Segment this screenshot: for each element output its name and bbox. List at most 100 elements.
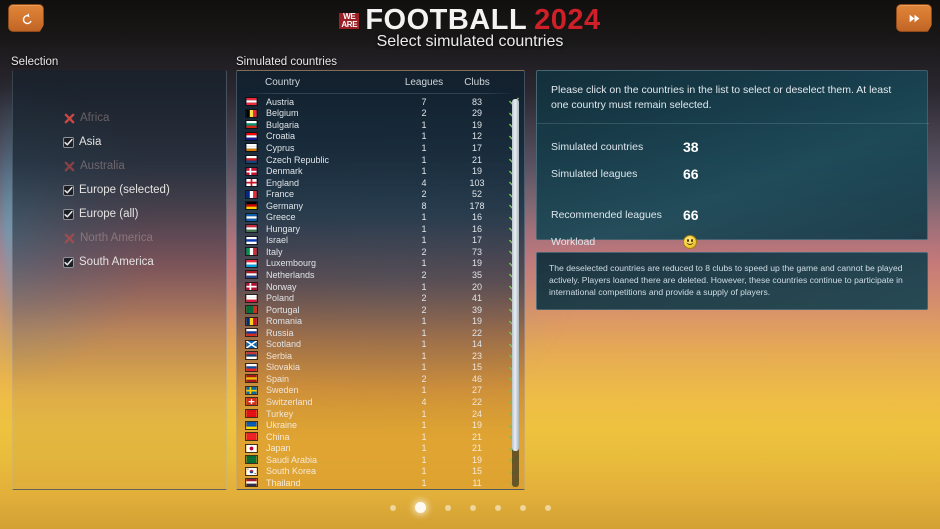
pagination-dot-7[interactable] (544, 504, 551, 511)
table-row[interactable]: France 2 52 (237, 188, 524, 200)
row-leagues-count: 1 (421, 281, 427, 292)
row-flag-cell (237, 409, 265, 419)
pagination-dots[interactable] (0, 502, 940, 513)
forward-button[interactable] (896, 4, 932, 32)
country-flag-icon (244, 374, 258, 384)
stat-row-workload: Workload (551, 228, 911, 255)
row-flag-cell (237, 362, 265, 372)
table-row[interactable]: Japan 1 21 (237, 442, 524, 454)
table-row[interactable]: Croatia 1 12 (237, 131, 524, 143)
selection-list: Africa Asia Australia Europe (selected) Euro… (63, 106, 170, 274)
table-scrollbar[interactable] (512, 99, 519, 487)
table-row[interactable]: Ukraine 1 19 (237, 419, 524, 431)
pagination-dot-6[interactable] (519, 504, 526, 511)
row-clubs-count: 103 (469, 177, 485, 188)
pagination-dot-4[interactable] (469, 504, 476, 511)
table-row[interactable]: Turkey 1 24 (237, 408, 524, 420)
row-leagues-count: 1 (421, 339, 427, 350)
table-row[interactable]: Scotland 1 14 (237, 338, 524, 350)
row-leagues-count: 8 (421, 200, 427, 211)
row-leagues-count: 1 (421, 477, 427, 488)
table-row[interactable]: Czech Republic 1 21 (237, 154, 524, 166)
back-button[interactable] (8, 4, 44, 32)
row-country-name: Poland (266, 293, 295, 304)
selection-panel: Africa Asia Australia Europe (selected) Euro… (12, 70, 227, 490)
row-clubs-count: 16 (471, 212, 482, 223)
table-row[interactable]: England 4 103 (237, 177, 524, 189)
selection-item-south-america[interactable]: South America (63, 250, 170, 274)
deselected-x-icon (63, 232, 75, 244)
row-leagues-count: 2 (421, 189, 427, 200)
table-row[interactable]: Cyprus 1 17 (237, 142, 524, 154)
check-glyph-icon (64, 210, 73, 217)
table-row[interactable]: Poland 2 41 (237, 292, 524, 304)
row-clubs-count: 21 (471, 154, 482, 165)
table-row[interactable]: Luxembourg 1 19 (237, 258, 524, 270)
pagination-dot-2[interactable] (414, 502, 426, 513)
table-scrollbar-thumb[interactable] (512, 99, 519, 451)
table-row[interactable]: Denmark 1 19 (237, 165, 524, 177)
row-clubs-count: 17 (471, 235, 482, 246)
table-row[interactable]: Portugal 2 39 (237, 304, 524, 316)
row-country-name: Spain (266, 373, 290, 384)
row-clubs-count: 23 (471, 350, 482, 361)
country-flag-icon (244, 247, 258, 257)
table-row[interactable]: Greece 1 16 (237, 211, 524, 223)
row-flag-cell (237, 270, 265, 280)
table-row[interactable]: Belgium 2 29 (237, 108, 524, 120)
table-row[interactable]: Italy 2 73 (237, 246, 524, 258)
selection-item-australia[interactable]: Australia (63, 154, 170, 178)
table-row[interactable]: Romania 1 19 (237, 315, 524, 327)
note-panel: The deselected countries are reduced to … (536, 252, 928, 310)
country-flag-icon (244, 339, 258, 349)
table-row[interactable]: Thailand 1 11 (237, 477, 524, 489)
row-country-name: Italy (266, 246, 283, 257)
table-row[interactable]: Netherlands 2 35 (237, 269, 524, 281)
table-row[interactable]: South Korea 1 15 (237, 466, 524, 478)
row-country-name: Bulgaria (266, 119, 300, 130)
row-flag-cell (237, 328, 265, 338)
row-clubs-count: 16 (471, 223, 482, 234)
row-clubs-count: 19 (471, 166, 482, 177)
pagination-dot-1[interactable] (389, 504, 396, 511)
table-row[interactable]: Austria 7 83 (237, 96, 524, 108)
table-row[interactable]: Norway 1 20 (237, 281, 524, 293)
table-row[interactable]: China 1 21 (237, 431, 524, 443)
row-leagues-count: 2 (421, 246, 427, 257)
table-row[interactable]: Slovakia 1 15 (237, 362, 524, 374)
selection-item-europe-selected[interactable]: Europe (selected) (63, 178, 170, 202)
row-leagues-count: 2 (421, 293, 427, 304)
row-country-name: Hungary (266, 223, 301, 234)
selection-item-asia[interactable]: Asia (63, 130, 170, 154)
table-row[interactable]: Sweden 1 27 (237, 385, 524, 397)
pagination-dot-3[interactable] (444, 504, 451, 511)
country-flag-icon (244, 351, 258, 361)
table-row[interactable]: Switzerland 4 22 (237, 396, 524, 408)
row-leagues-count: 1 (421, 350, 427, 361)
countries-table-body[interactable]: Austria 7 83 Belgium 2 29 Bulgaria 1 19 Croatia 1 1… (237, 96, 524, 489)
table-row[interactable]: Russia 1 22 (237, 327, 524, 339)
row-leagues-count: 1 (421, 431, 427, 442)
row-clubs-count: 27 (471, 385, 482, 396)
table-row[interactable]: Saudi Arabia 1 19 (237, 454, 524, 466)
table-row[interactable]: Serbia 1 23 (237, 350, 524, 362)
table-row[interactable]: Israel 1 17 (237, 235, 524, 247)
selection-item-north-america[interactable]: North America (63, 226, 170, 250)
table-row[interactable]: Germany 8 178 (237, 200, 524, 212)
row-clubs-count: 22 (471, 396, 482, 407)
workload-smiley-icon (683, 234, 697, 249)
selection-item-africa[interactable]: Africa (63, 106, 170, 130)
stat-label: Recommended leagues (551, 208, 662, 221)
table-row[interactable]: Bulgaria 1 19 (237, 119, 524, 131)
col-clubs-header: Clubs (464, 77, 490, 88)
fast-forward-icon (909, 14, 919, 22)
stats-list: Simulated countries 38 Simulated leagues 66… (551, 133, 911, 255)
table-row[interactable]: Hungary 1 16 (237, 223, 524, 235)
row-flag-cell (237, 258, 265, 268)
table-row[interactable]: Spain 2 46 (237, 373, 524, 385)
pagination-dot-5[interactable] (494, 504, 501, 511)
country-flag-icon (244, 362, 258, 372)
note-text: The deselected countries are reduced to … (549, 263, 903, 298)
selection-item-europe-all[interactable]: Europe (all) (63, 202, 170, 226)
row-flag-cell (237, 282, 265, 292)
